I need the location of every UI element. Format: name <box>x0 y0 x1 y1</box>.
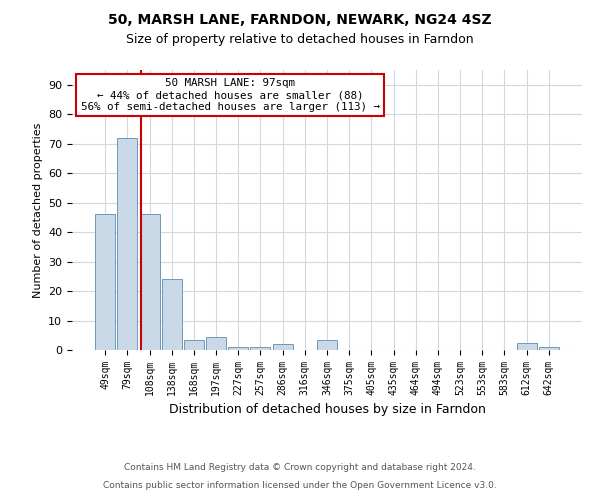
Bar <box>118 138 137 350</box>
X-axis label: Distribution of detached houses by size in Farndon: Distribution of detached houses by size … <box>169 404 485 416</box>
Bar <box>517 342 536 350</box>
Bar <box>184 340 204 350</box>
Text: 50, MARSH LANE, FARNDON, NEWARK, NG24 4SZ: 50, MARSH LANE, FARNDON, NEWARK, NG24 4S… <box>108 12 492 26</box>
Text: Contains HM Land Registry data © Crown copyright and database right 2024.: Contains HM Land Registry data © Crown c… <box>124 464 476 472</box>
Bar <box>272 344 293 350</box>
Bar <box>206 336 226 350</box>
Bar <box>228 347 248 350</box>
Y-axis label: Number of detached properties: Number of detached properties <box>32 122 43 298</box>
Text: 50 MARSH LANE: 97sqm
← 44% of detached houses are smaller (88)
56% of semi-detac: 50 MARSH LANE: 97sqm ← 44% of detached h… <box>80 78 380 112</box>
Bar <box>140 214 160 350</box>
Text: Size of property relative to detached houses in Farndon: Size of property relative to detached ho… <box>126 32 474 46</box>
Bar <box>539 347 559 350</box>
Bar <box>162 280 182 350</box>
Bar <box>95 214 115 350</box>
Bar <box>250 347 271 350</box>
Bar <box>317 340 337 350</box>
Text: Contains public sector information licensed under the Open Government Licence v3: Contains public sector information licen… <box>103 481 497 490</box>
